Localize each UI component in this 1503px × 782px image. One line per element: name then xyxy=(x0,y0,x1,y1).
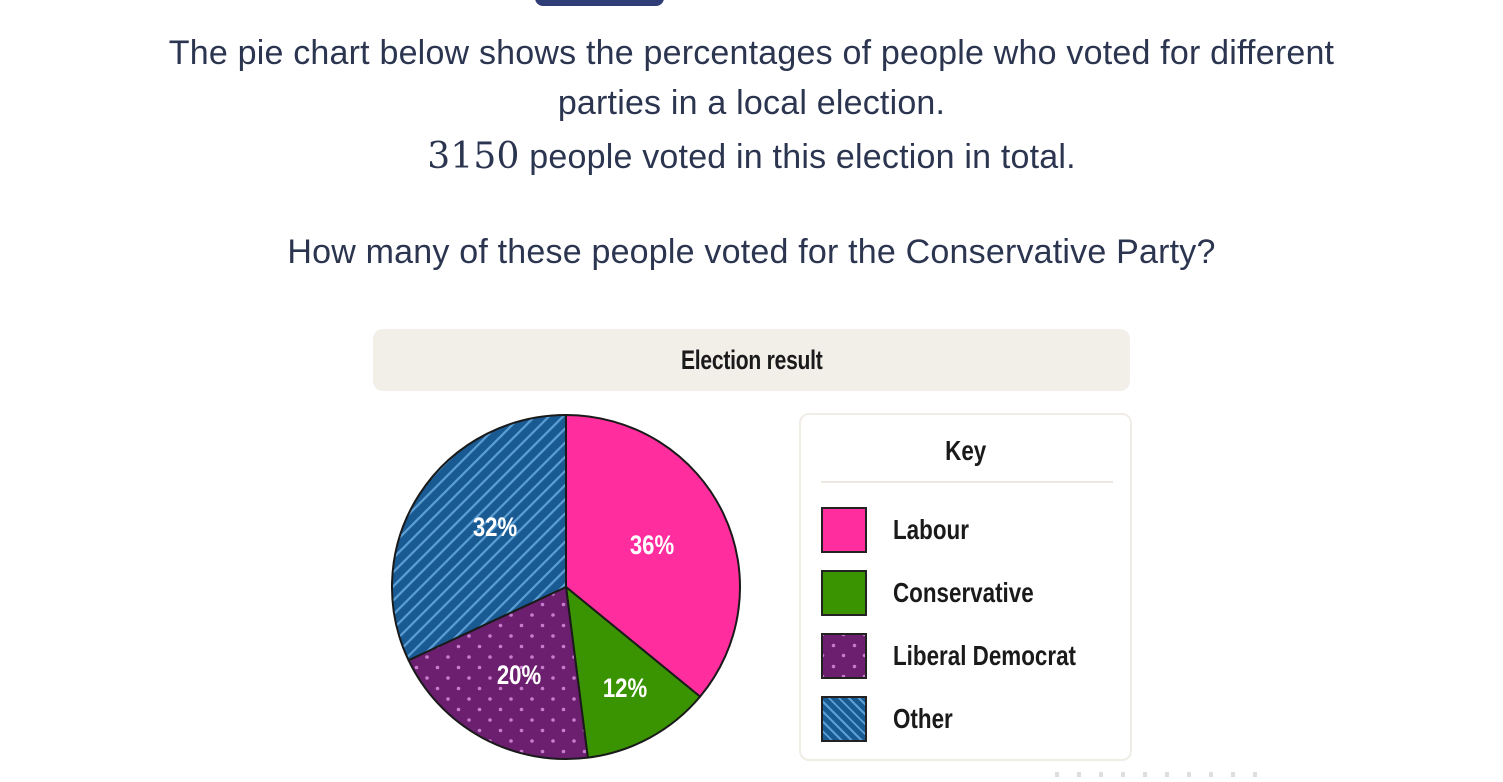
total-voters: 3150 xyxy=(427,136,520,177)
chart-title: Election result xyxy=(680,344,823,375)
labour-swatch xyxy=(821,507,867,553)
pie-slice-liberal-democrat xyxy=(407,586,589,760)
legend-item-other: Other xyxy=(821,694,968,744)
legend-item-conservative: Conservative xyxy=(821,568,1069,618)
pie-svg xyxy=(391,414,741,760)
legend-label: Liberal Democrat xyxy=(893,640,1076,671)
legend-label: Other xyxy=(893,703,953,734)
slice-label-conservative: 12% xyxy=(602,673,648,703)
question-line-3-text: people voted in this election in total. xyxy=(519,138,1076,176)
top-tab xyxy=(535,0,664,6)
question-line-1: The pie chart below shows the percentage… xyxy=(168,34,1335,72)
question-prompt: How many of these people voted for the C… xyxy=(287,233,1216,271)
slice-label-other: 32% xyxy=(472,512,518,542)
chart-title-bar: Election result xyxy=(373,329,1130,391)
legend-label: Conservative xyxy=(893,577,1034,608)
pie-slice-labour xyxy=(565,414,741,698)
pie-chart: 36% 12% 20% 32% xyxy=(380,400,760,777)
liberal-democrat-swatch xyxy=(821,633,867,679)
legend: Key Labour Conservative Liberal Democrat… xyxy=(799,413,1132,761)
question-line-3: 3150 people voted in this election in to… xyxy=(0,136,1503,177)
pie-slice-conservative xyxy=(565,586,702,759)
pie-slices xyxy=(391,414,741,760)
slice-label-labour: 36% xyxy=(629,530,675,560)
legend-item-liberal-democrat: Liberal Democrat xyxy=(821,631,1122,681)
conservative-swatch xyxy=(821,570,867,616)
question-line-2: parties in a local election. xyxy=(557,84,946,122)
legend-title: Key xyxy=(944,435,987,466)
legend-label: Labour xyxy=(893,514,969,545)
slice-label-liberal-democrat: 20% xyxy=(496,660,542,690)
other-swatch xyxy=(821,696,867,742)
cropped-text-fragment xyxy=(1055,772,1275,777)
legend-divider xyxy=(821,481,1113,483)
pie-slice-other xyxy=(391,414,567,662)
legend-item-labour: Labour xyxy=(821,505,988,555)
